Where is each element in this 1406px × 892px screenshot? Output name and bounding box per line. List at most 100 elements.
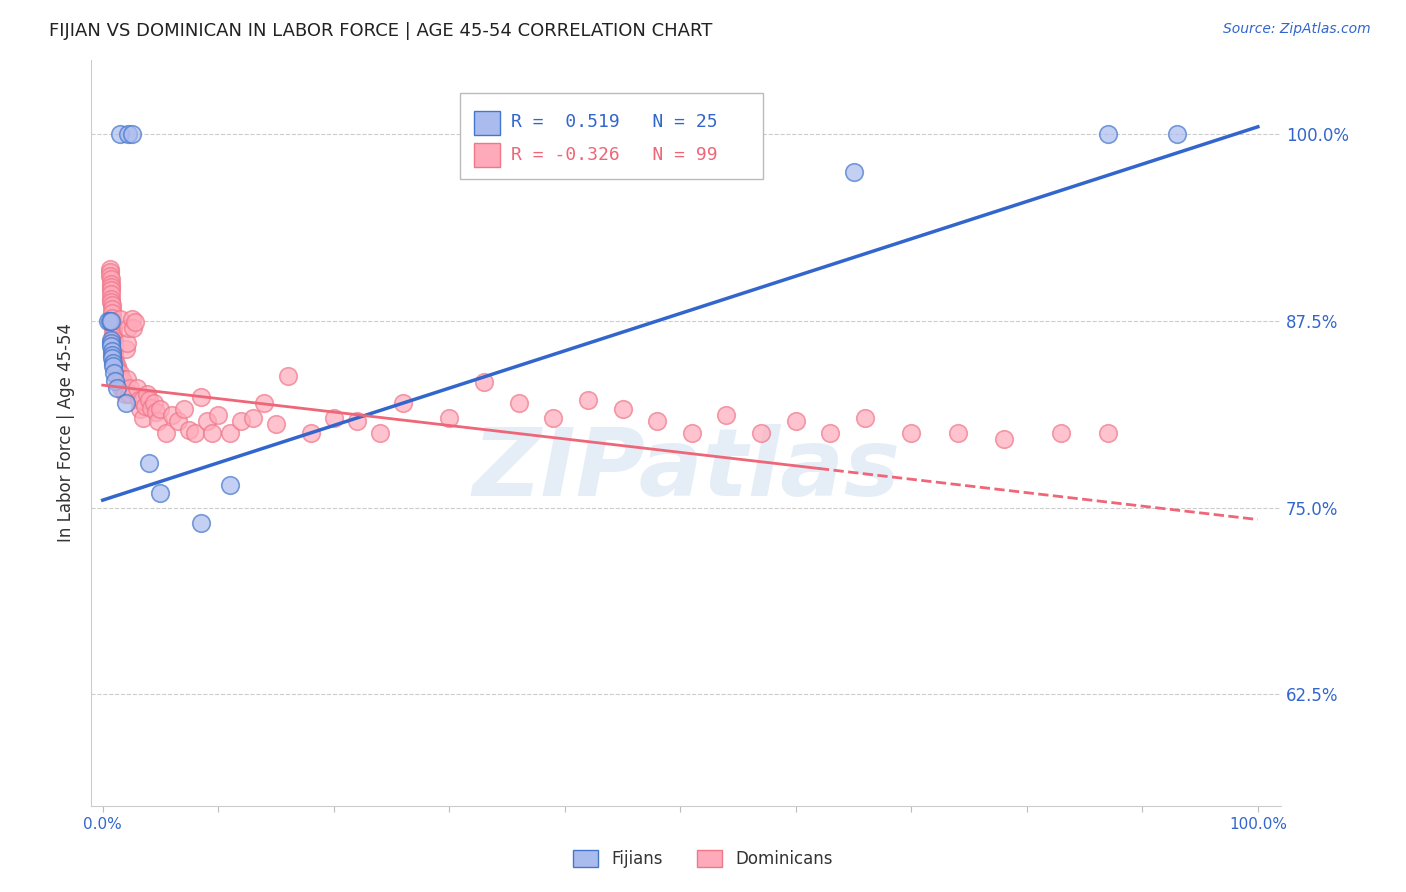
Point [716,408,738,422]
Point [103,343,125,358]
Point [146,414,169,428]
Point [231,414,253,428]
Point [142,396,165,410]
Point [541,411,564,425]
Point [128,393,150,408]
Point [103,366,125,380]
Point [100,287,122,301]
Point [993,432,1015,446]
Point [108,128,131,142]
Point [946,425,969,440]
Point [103,351,125,366]
Point [346,414,368,428]
Point [117,128,139,142]
Point [322,411,344,425]
Point [107,366,129,380]
Point [100,336,122,351]
Point [98,314,121,328]
Point [138,456,160,470]
Point [160,408,183,422]
Point [645,414,668,428]
Text: Source: ZipAtlas.com: Source: ZipAtlas.com [1223,22,1371,37]
Point [101,301,124,316]
Point [101,318,124,333]
Point [207,408,229,422]
Point [121,321,143,335]
Point [101,297,124,311]
Point [576,393,599,408]
Point [97,314,120,328]
Point [612,402,634,417]
Point [218,425,240,440]
Point [107,369,129,384]
Point [472,375,495,389]
Point [190,390,212,404]
Point [131,393,153,408]
Point [218,478,240,492]
Point [242,411,264,425]
Point [121,312,143,326]
Point [749,425,772,440]
FancyBboxPatch shape [474,112,501,135]
Point [120,381,142,395]
Point [118,387,141,401]
Text: FIJIAN VS DOMINICAN IN LABOR FORCE | AGE 45-54 CORRELATION CHART: FIJIAN VS DOMINICAN IN LABOR FORCE | AGE… [49,22,713,40]
Point [681,425,703,440]
Y-axis label: In Labor Force | Age 45-54: In Labor Force | Age 45-54 [58,324,75,542]
Point [110,372,132,386]
Point [900,425,922,440]
Text: ZIPatlas: ZIPatlas [472,425,900,516]
Point [105,359,128,373]
Point [132,411,155,425]
Point [1166,128,1188,142]
Point [112,381,135,395]
Point [108,372,131,386]
Point [114,396,136,410]
Point [115,372,138,386]
Point [166,414,188,428]
Point [114,387,136,401]
Point [138,393,160,408]
Point [149,485,172,500]
Point [127,381,149,395]
Point [141,401,163,415]
Point [439,411,461,425]
Point [121,128,143,142]
Point [101,321,124,335]
Point [104,354,127,368]
Point [201,425,224,440]
Point [101,343,124,358]
Point [101,315,124,329]
Point [392,396,415,410]
Point [108,366,131,380]
Point [299,425,322,440]
Point [1097,425,1119,440]
Point [98,261,121,276]
Point [785,414,807,428]
Point [117,321,139,335]
Point [145,405,167,419]
Point [101,356,124,370]
Point [173,402,195,417]
Point [1050,425,1073,440]
Point [101,330,124,344]
Point [853,411,876,425]
FancyBboxPatch shape [460,93,763,179]
Point [124,315,146,329]
Point [101,310,124,325]
Point [1097,128,1119,142]
Point [114,343,136,357]
FancyBboxPatch shape [474,144,501,167]
Point [98,269,121,284]
Text: R =  0.519   N = 25: R = 0.519 N = 25 [512,112,718,130]
Point [115,336,138,351]
Point [264,417,287,431]
Point [101,326,124,340]
Point [101,351,124,366]
Point [100,314,122,328]
Point [253,396,276,410]
Point [820,425,842,440]
Point [100,279,122,293]
Point [98,265,121,279]
Point [179,423,201,437]
